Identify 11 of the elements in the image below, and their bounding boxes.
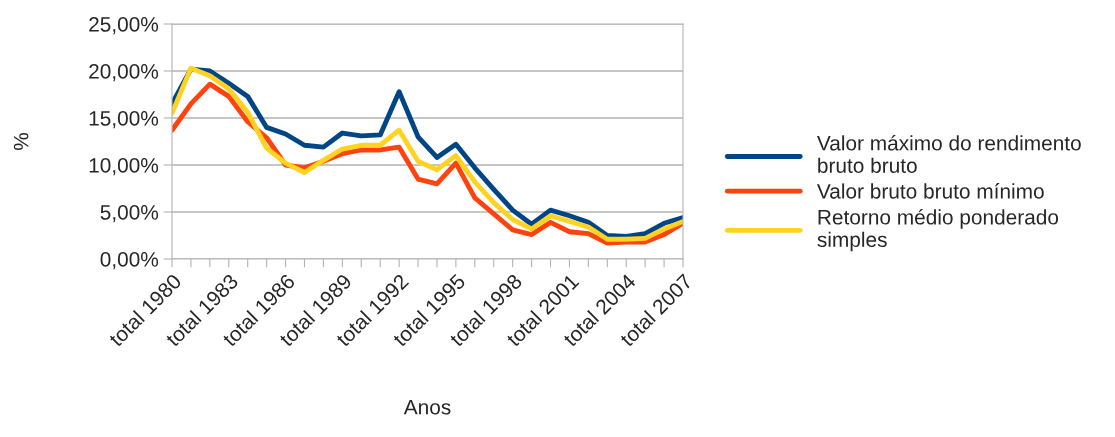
y-tick-label: 15,00% xyxy=(89,111,159,129)
y-tick-label: 20,00% xyxy=(89,64,159,82)
x-axis-title: Anos xyxy=(403,400,451,415)
y-tick-label: 10,00% xyxy=(89,158,159,176)
legend-label: Valor máximo do rendimento bruto bruto xyxy=(816,135,1081,173)
y-axis-title: % xyxy=(13,132,29,151)
legend-label: Valor bruto bruto mínimo xyxy=(816,183,1044,199)
y-tick-label: 0,00% xyxy=(100,252,159,270)
y-tick-label: 25,00% xyxy=(89,17,159,35)
legend-label: Retorno médio ponderado simples xyxy=(817,209,1059,252)
y-tick-label: 5,00% xyxy=(100,205,159,223)
